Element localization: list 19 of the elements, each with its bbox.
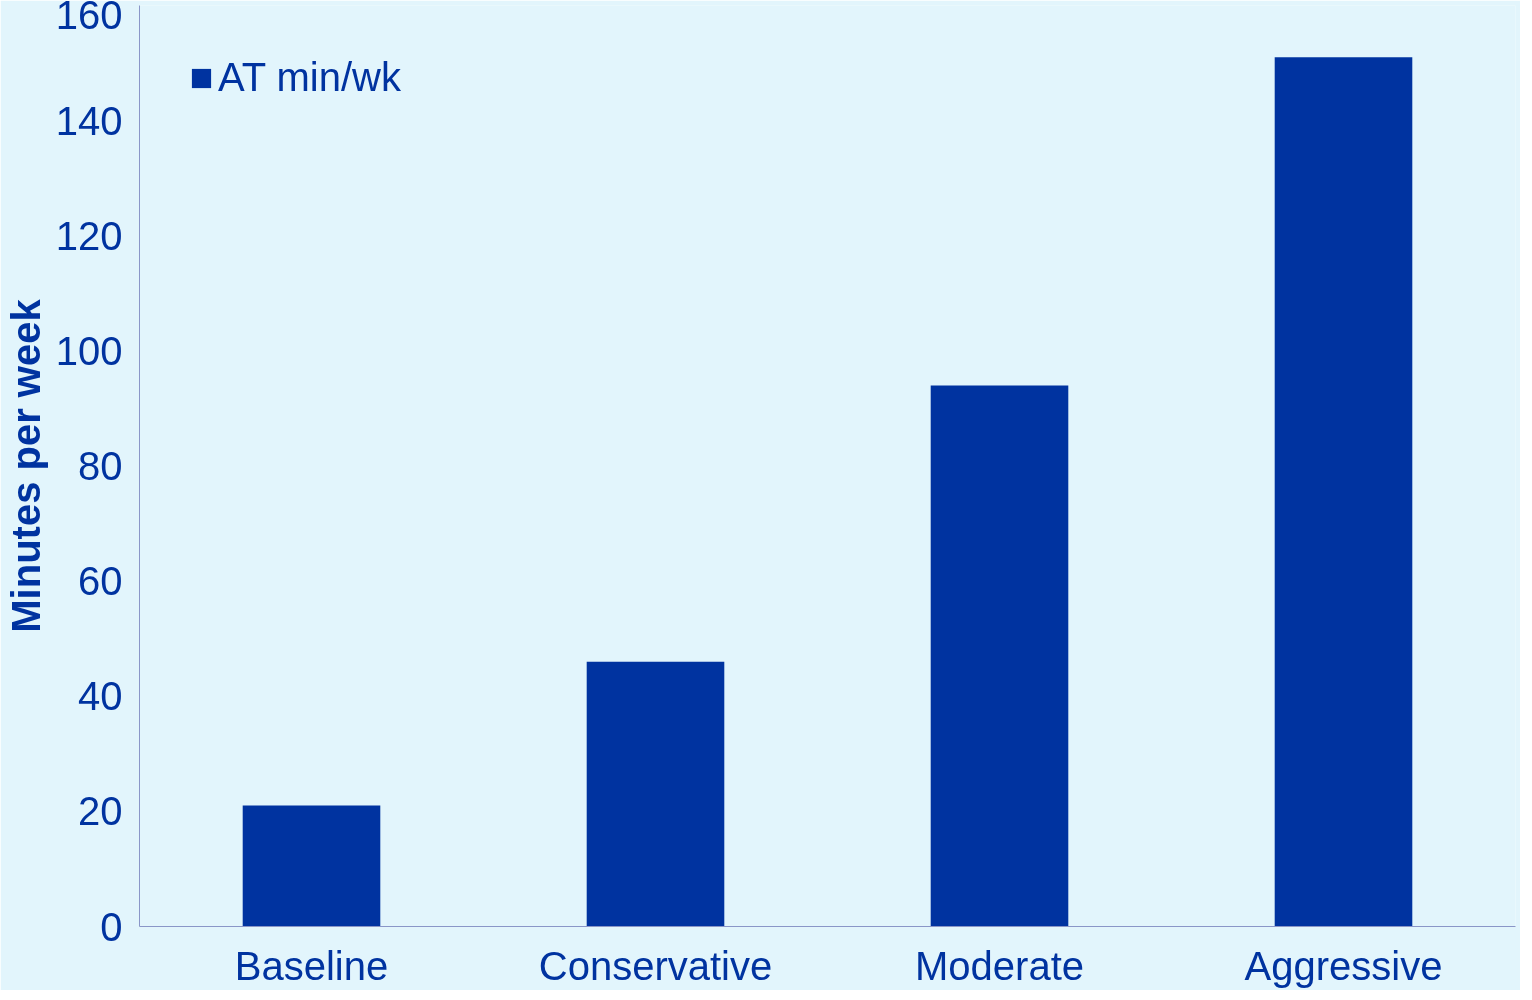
y-tick-label: 140: [55, 98, 123, 143]
y-tick-label: 80: [78, 444, 123, 488]
bar: [930, 385, 1069, 927]
bar: [1274, 57, 1413, 927]
y-tick-label: 160: [55, 0, 123, 37]
x-tick-label: Baseline: [234, 943, 389, 988]
y-tick-label: 60: [78, 559, 123, 604]
y-axis-title: Minutes per week: [3, 298, 48, 633]
bar: [242, 805, 381, 927]
y-tick-label: 40: [78, 674, 123, 719]
x-tick-label: Conservative: [538, 943, 773, 988]
legend-label: AT min/wk: [218, 55, 401, 100]
x-tick-label: Moderate: [915, 943, 1084, 988]
x-tick-label: Aggressive: [1244, 943, 1443, 988]
y-tick-label: 0: [100, 904, 123, 949]
bar: [586, 661, 725, 927]
y-tick-label: 20: [78, 789, 123, 834]
y-tick-label: 100: [55, 328, 123, 373]
y-tick-label: 120: [55, 213, 123, 258]
